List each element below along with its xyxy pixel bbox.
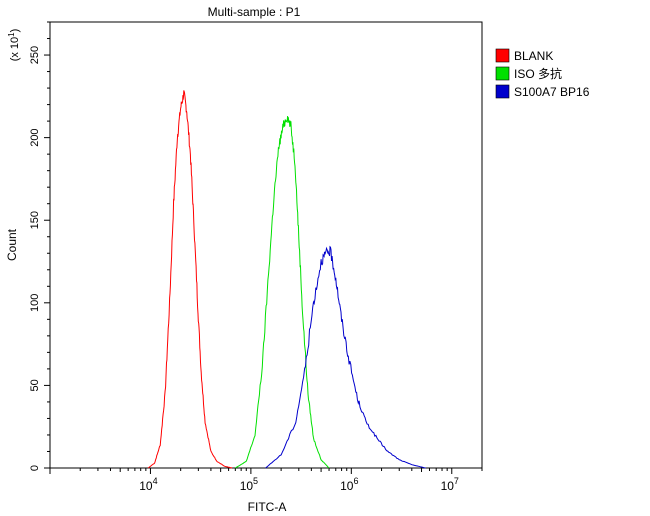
chart-title: Multi-sample : P1 (208, 5, 301, 19)
x-tick-label: 106 (340, 476, 358, 493)
y-tick-label: 250 (29, 46, 41, 64)
y-axis-multiplier: (x 101) (7, 29, 21, 62)
series-line (147, 90, 233, 469)
legend-swatch (495, 48, 510, 63)
x-axis-label: FITC-A (248, 500, 287, 514)
legend-swatch (495, 84, 510, 99)
x-tick-label: 105 (240, 476, 258, 493)
legend-label: S100A7 BP16 (514, 85, 590, 99)
series-line (265, 245, 426, 469)
y-tick-label: 200 (29, 128, 41, 146)
y-tick-label: 100 (29, 294, 41, 312)
y-axis-ticks: 0 50 100 150 200 250 (29, 21, 50, 471)
x-tick-label: 104 (139, 476, 157, 493)
series-layer (147, 90, 426, 469)
y-axis-label: Count (5, 228, 19, 261)
legend: BLANK ISO 多抗 S100A7 BP16 (495, 48, 590, 99)
y-tick-label: 50 (29, 379, 41, 391)
series-line (235, 115, 330, 469)
legend-label: ISO 多抗 (514, 66, 562, 81)
legend-swatch (495, 66, 510, 81)
x-tick-label: 107 (441, 476, 459, 493)
legend-label: BLANK (514, 49, 553, 63)
y-tick-label: 150 (29, 211, 41, 229)
plot-frame (49, 21, 483, 469)
y-tick-label: 0 (29, 465, 41, 471)
x-axis-ticks: 104 105 106 107 (49, 468, 483, 493)
